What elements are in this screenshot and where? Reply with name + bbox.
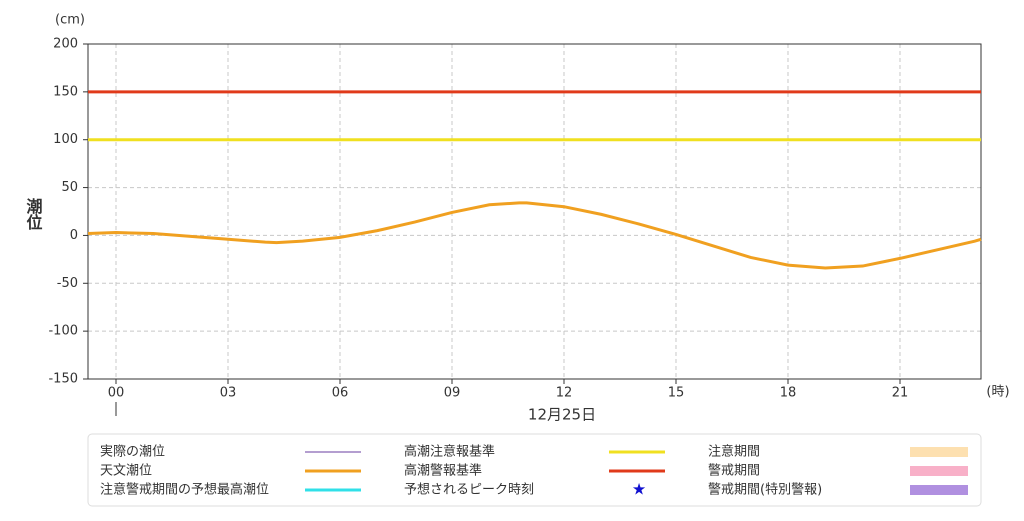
x-tick-label: 21 [892,386,909,401]
x-tick-label: 03 [220,386,237,401]
date-label: 12月25日 [528,406,596,424]
y-tick-label: 200 [53,37,78,52]
y-tick-label: 50 [61,180,78,195]
x-tick-label: 06 [332,386,349,401]
x-tick-label: 15 [668,386,685,401]
legend-label: 注意期間 [708,444,760,460]
x-tick-label: 18 [780,386,797,401]
plot-frame [87,43,982,380]
y-tick-label: -150 [48,372,78,387]
legend-label: 高潮警報基準 [404,463,482,479]
x-tick-label: 12 [556,386,573,401]
x-tick-label: 09 [444,386,461,401]
y-tick-label: 0 [70,228,78,243]
x-unit: (時) [986,385,1009,400]
legend-label: 注意警戒期間の予想最高潮位 [100,482,269,498]
legend-label: 実際の潮位 [100,444,165,460]
legend-label: 天文潮位 [100,464,152,479]
legend-label: 高潮注意報基準 [404,444,495,460]
tide-line [87,201,982,270]
y-tick-label: -50 [57,276,78,291]
y-unit: (cm) [55,13,85,28]
legend-swatch [910,466,968,476]
y-tick-label: 100 [53,132,78,147]
legend-swatch [910,447,968,457]
y-axis-label: 潮位 [24,197,43,231]
y-tick-label: -100 [48,324,78,339]
x-tick-label: 00 [108,386,125,401]
legend-swatch [910,485,968,495]
y-tick-label: 150 [53,84,78,99]
legend-label: 警戒期間 [708,463,760,479]
legend-star: ★ [632,480,646,499]
legend-label: 予想されるピーク時刻 [404,482,534,498]
legend-label: 警戒期間(特別警報) [708,482,822,498]
